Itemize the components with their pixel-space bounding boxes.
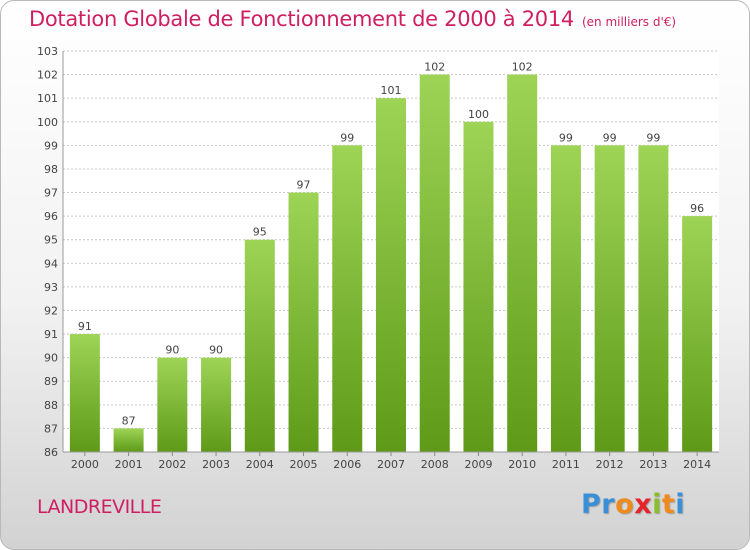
bar bbox=[113, 428, 144, 452]
bar-value-label: 90 bbox=[209, 344, 223, 357]
x-tick-label: 2014 bbox=[683, 458, 711, 471]
bar bbox=[550, 145, 581, 452]
logo-letter: i bbox=[652, 489, 662, 520]
bar-value-label: 96 bbox=[690, 202, 704, 215]
y-tick-label: 89 bbox=[44, 375, 58, 388]
bar bbox=[201, 357, 232, 452]
bar bbox=[157, 357, 188, 452]
bar-value-label: 90 bbox=[165, 344, 179, 357]
logo-letter: i bbox=[675, 489, 686, 520]
bar-value-label: 99 bbox=[646, 131, 660, 144]
y-tick-label: 102 bbox=[37, 69, 58, 82]
logo-letter: x bbox=[634, 489, 653, 520]
bar bbox=[507, 74, 538, 453]
y-tick-label: 88 bbox=[44, 399, 58, 412]
logo-letter: P bbox=[581, 489, 602, 520]
bar bbox=[244, 239, 275, 452]
x-tick-label: 2006 bbox=[333, 458, 361, 471]
town-name: LANDREVILLE bbox=[37, 496, 162, 518]
chart-title-text: Dotation Globale de Fonctionnement de 20… bbox=[29, 7, 574, 31]
bar bbox=[69, 334, 100, 452]
bar-value-label: 95 bbox=[253, 226, 267, 239]
y-tick-label: 87 bbox=[44, 422, 58, 435]
y-tick-label: 90 bbox=[44, 352, 58, 365]
y-tick-label: 96 bbox=[44, 210, 58, 223]
proxiti-logo: Proxiti bbox=[581, 489, 685, 520]
logo-letter: r bbox=[601, 489, 616, 520]
bar-value-label: 100 bbox=[468, 108, 489, 121]
bar-value-label: 99 bbox=[340, 131, 354, 144]
x-tick-label: 2009 bbox=[464, 458, 492, 471]
bar bbox=[376, 98, 406, 453]
y-tick-label: 93 bbox=[44, 281, 58, 294]
chart-subtitle: (en milliers d'€) bbox=[581, 15, 677, 29]
bar-value-label: 99 bbox=[603, 131, 617, 144]
x-tick-label: 2002 bbox=[158, 458, 186, 471]
y-tick-label: 98 bbox=[44, 163, 58, 176]
bar bbox=[288, 192, 319, 452]
bar-value-label: 97 bbox=[297, 179, 311, 192]
logo-letter: o bbox=[615, 489, 635, 520]
x-tick-label: 2008 bbox=[421, 458, 449, 471]
y-tick-label: 95 bbox=[44, 234, 58, 247]
bar-value-label: 87 bbox=[122, 414, 136, 427]
bar-value-label: 99 bbox=[559, 131, 573, 144]
y-tick-label: 101 bbox=[37, 92, 58, 105]
bar-value-label: 91 bbox=[78, 320, 92, 333]
logo-letter: t bbox=[661, 489, 676, 520]
bar bbox=[594, 145, 625, 452]
x-tick-label: 2005 bbox=[290, 458, 318, 471]
bar bbox=[419, 74, 450, 453]
x-tick-label: 2003 bbox=[202, 458, 230, 471]
y-tick-label: 97 bbox=[44, 187, 58, 200]
y-tick-label: 99 bbox=[44, 139, 58, 152]
bar bbox=[638, 145, 669, 452]
x-tick-label: 2011 bbox=[552, 458, 580, 471]
x-tick-label: 2000 bbox=[71, 458, 99, 471]
bar-value-label: 102 bbox=[424, 61, 445, 74]
bar-value-label: 101 bbox=[381, 84, 402, 97]
y-tick-label: 100 bbox=[37, 116, 58, 129]
bar bbox=[332, 145, 363, 452]
x-tick-label: 2013 bbox=[639, 458, 667, 471]
y-tick-label: 91 bbox=[44, 328, 58, 341]
x-tick-label: 2001 bbox=[115, 458, 143, 471]
bar-value-label: 102 bbox=[512, 61, 533, 74]
x-tick-label: 2012 bbox=[596, 458, 624, 471]
bar bbox=[682, 216, 713, 452]
bar bbox=[463, 121, 494, 452]
x-tick-label: 2010 bbox=[508, 458, 536, 471]
y-tick-label: 86 bbox=[44, 446, 58, 459]
chart-title: Dotation Globale de Fonctionnement de 20… bbox=[29, 7, 676, 31]
y-tick-label: 103 bbox=[37, 45, 58, 58]
y-tick-label: 94 bbox=[44, 257, 58, 270]
x-tick-label: 2007 bbox=[377, 458, 405, 471]
x-tick-label: 2004 bbox=[246, 458, 274, 471]
y-tick-label: 92 bbox=[44, 304, 58, 317]
